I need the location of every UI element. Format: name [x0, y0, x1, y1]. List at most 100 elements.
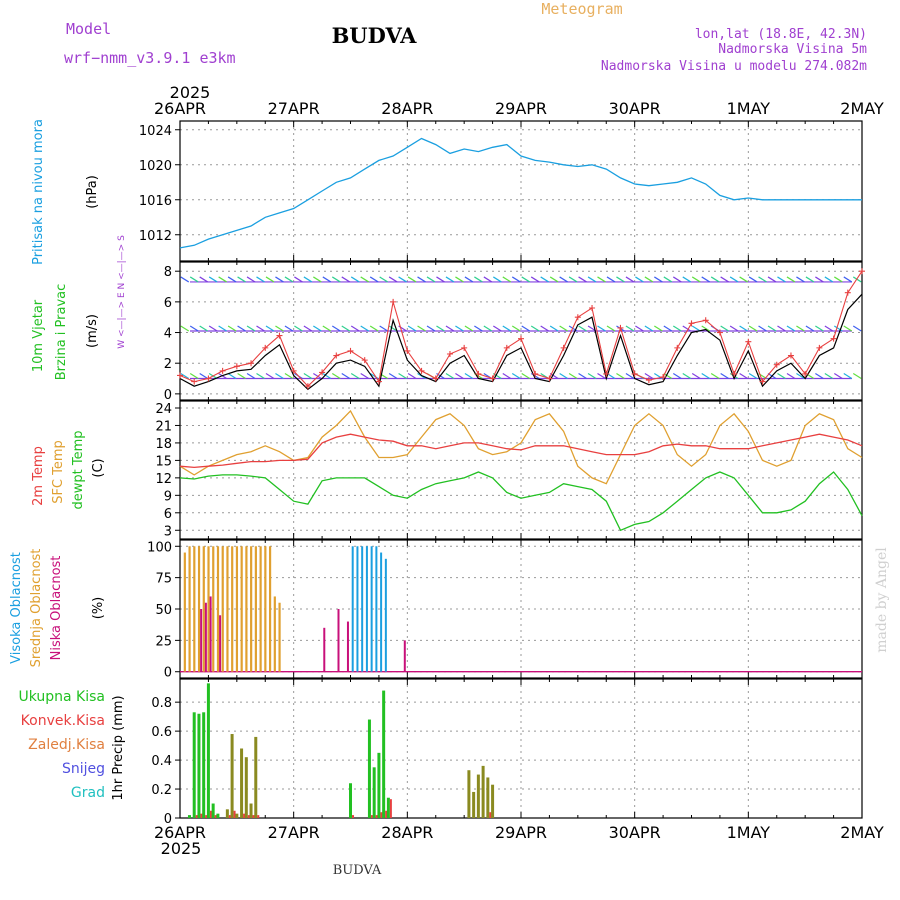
wind-arrow — [322, 373, 332, 380]
wind-arrow — [729, 276, 739, 283]
precip-conv-bar — [195, 815, 198, 818]
pressure-ylabel: Pritisak na nivou mora — [31, 119, 46, 265]
wind-arrow — [208, 276, 218, 283]
wind-arrow — [568, 276, 578, 283]
wind-arrow — [407, 276, 417, 283]
wind-arrow — [256, 373, 265, 380]
wind-gust-marker — [418, 367, 425, 374]
wind-arrow — [777, 325, 786, 332]
precip-conv-bar — [389, 799, 392, 818]
ytick-label: 25 — [155, 634, 172, 649]
wind-arrow — [445, 325, 455, 332]
top-time-label: 29APR — [495, 99, 547, 118]
wind-arrow — [852, 276, 862, 283]
wind-arrow — [720, 276, 729, 283]
wind-arrow — [464, 325, 474, 332]
precip-conv-bar — [375, 815, 378, 818]
wind-gust-marker — [589, 305, 596, 311]
wind-arrow — [341, 276, 351, 283]
wind-arrow — [455, 325, 464, 332]
cloud-mid-bar — [193, 546, 196, 672]
wind-arrow — [852, 325, 862, 332]
cloud-mid-bar — [235, 546, 239, 672]
ytick-label: 2 — [164, 357, 172, 372]
wind-arrow — [654, 276, 663, 283]
wind-arrow — [303, 276, 313, 283]
wind-arrow — [331, 276, 341, 283]
ytick-label: 100 — [147, 540, 172, 555]
precip-total-bar — [476, 774, 480, 818]
wind-arrow — [710, 373, 720, 380]
bottom-time-label: 1MAY — [727, 823, 771, 842]
bottom-time-label: 29APR — [495, 823, 547, 842]
wind-gust-marker — [759, 378, 766, 385]
wind-unit: (m/s) — [85, 314, 100, 348]
ytick-label: 6 — [164, 507, 172, 522]
wind-arrow — [246, 373, 256, 380]
wind-arrow — [559, 276, 568, 283]
wind-arrow — [294, 276, 303, 283]
cloud-mid-bar — [216, 546, 220, 672]
wind-arrow — [815, 373, 824, 380]
precip-conv-bar — [200, 813, 203, 818]
wind-arrow — [720, 373, 729, 380]
wind-arrow — [549, 325, 559, 332]
cloud-low-bar — [204, 602, 207, 672]
top-year-label: 2025 — [170, 83, 211, 102]
wind-arrow — [180, 276, 190, 283]
ytick-label: 0.4 — [151, 754, 172, 769]
cloud-mid-bar — [226, 546, 229, 672]
panel-frame — [179, 539, 863, 679]
wind-gust-marker — [816, 344, 823, 351]
wind-gust-marker — [716, 329, 723, 336]
wind-arrow — [511, 325, 521, 332]
precip-conv-bar — [205, 815, 208, 818]
wind-gust-marker — [205, 375, 212, 382]
ytick-label: 15 — [155, 454, 172, 469]
wind-gust-marker — [787, 352, 794, 359]
wind-arrow — [663, 373, 673, 380]
wind-arrow — [682, 276, 692, 283]
wind-arrow — [303, 373, 313, 380]
top-time-label: 27APR — [268, 99, 320, 118]
ytick-label: 1020 — [139, 159, 172, 174]
precip-conv-bar — [243, 813, 246, 818]
wind-arrow — [597, 276, 606, 283]
wind-gust-marker — [518, 335, 524, 342]
meteogram-label: Meteogram — [541, 0, 622, 18]
panel-frame — [179, 400, 863, 540]
cloud-mid-bar — [202, 546, 205, 672]
top-time-label: 1MAY — [727, 99, 771, 118]
wind-arrow — [597, 373, 606, 380]
wind-arrow — [815, 325, 824, 332]
precip-total-bar — [377, 752, 381, 818]
wind-arrow — [635, 276, 644, 283]
panel-precipitation: 0 0.2 0.4 0.6 0.8 — [151, 678, 863, 827]
wind-arrow — [559, 373, 568, 380]
wind-arrow — [644, 373, 654, 380]
wind-arrow — [464, 373, 474, 380]
wind-arrow — [199, 276, 208, 283]
wind-arrow — [180, 373, 190, 380]
wind-arrow — [237, 325, 246, 332]
wind-arrow — [710, 276, 720, 283]
wind-arrow — [578, 276, 587, 283]
wind-arrow — [398, 373, 407, 380]
wind-arrow — [360, 325, 370, 332]
wind-gust-marker — [660, 374, 667, 380]
wind-arrow — [691, 276, 701, 283]
wind-arrow — [313, 276, 322, 283]
wind-gust-marker — [177, 372, 183, 379]
wind-arrow — [379, 276, 388, 283]
wind-arrow — [313, 373, 322, 380]
ytick-label: 1012 — [139, 229, 172, 244]
wind-arrow — [644, 325, 654, 332]
wind-arrow — [199, 325, 208, 332]
sfc-temp-line — [179, 409, 863, 485]
ytick-label: 18 — [155, 437, 172, 452]
wind-gust-marker — [375, 378, 382, 385]
precip-conv-bar — [209, 810, 212, 818]
dewpt-line — [179, 471, 863, 532]
top-time-label: 26APR — [154, 99, 206, 118]
panel-temperature: 3 6 9 12 15 18 21 24 — [155, 400, 863, 540]
